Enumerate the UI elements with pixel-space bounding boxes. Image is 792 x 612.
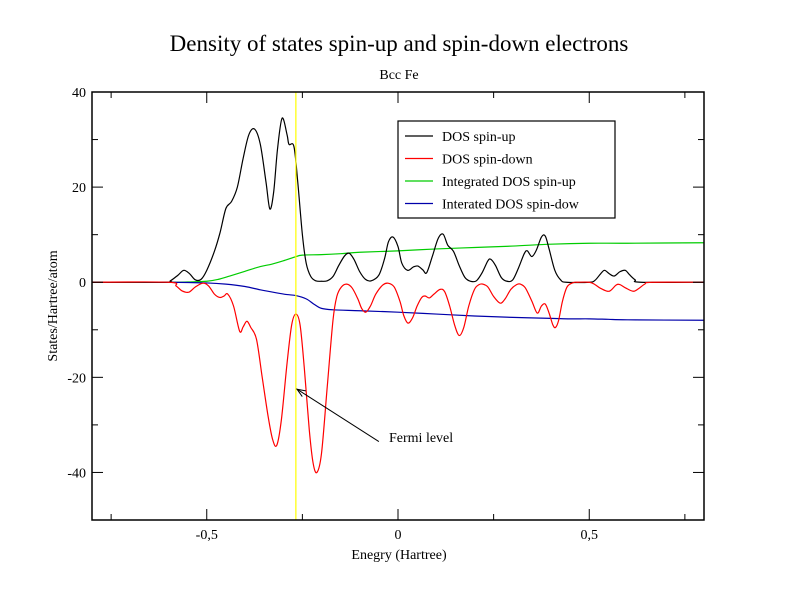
legend: DOS spin-up DOS spin-down Integrated DOS s… [397,120,616,219]
x-tick-label: 0 [395,528,402,543]
x-tick-label: -0,5 [196,528,218,543]
legend-label: DOS spin-up [442,130,516,145]
chart-subtitle: Bcc Fe [379,68,418,83]
y-tick-label: 40 [72,86,86,101]
y-tick-label: 20 [72,181,86,196]
y-axis-label: States/Hartree/atom [46,250,61,361]
series-line-dos-spin-down [92,281,704,474]
x-tick-label: 0,5 [581,528,599,543]
y-tick-label: -20 [67,371,86,386]
y-tick-label: -40 [67,466,86,481]
fermi-arrow-head [295,388,306,397]
chart-title: Density of states spin-up and spin-down … [170,31,629,56]
x-axis-label: Enegry (Hartree) [351,548,447,563]
series-line-interated-dos-spin-dow [92,281,704,321]
fermi-annotation: Fermi level [295,388,453,446]
series-line-integrated-dos-spin-up [92,242,704,283]
legend-label: DOS spin-down [442,153,533,168]
legend-label: Integrated DOS spin-up [442,175,576,190]
axis-ticks: -0,5 0 0,5 -40 -20 0 20 40 [67,86,704,543]
series-layer [92,117,704,474]
fermi-level-label: Fermi level [389,431,453,446]
fermi-arrow [296,388,380,442]
legend-box [397,120,616,219]
legend-label: Interated DOS spin-dow [442,198,580,213]
series-line-dos-spin-up [92,117,704,284]
y-tick-label: 0 [79,276,86,291]
